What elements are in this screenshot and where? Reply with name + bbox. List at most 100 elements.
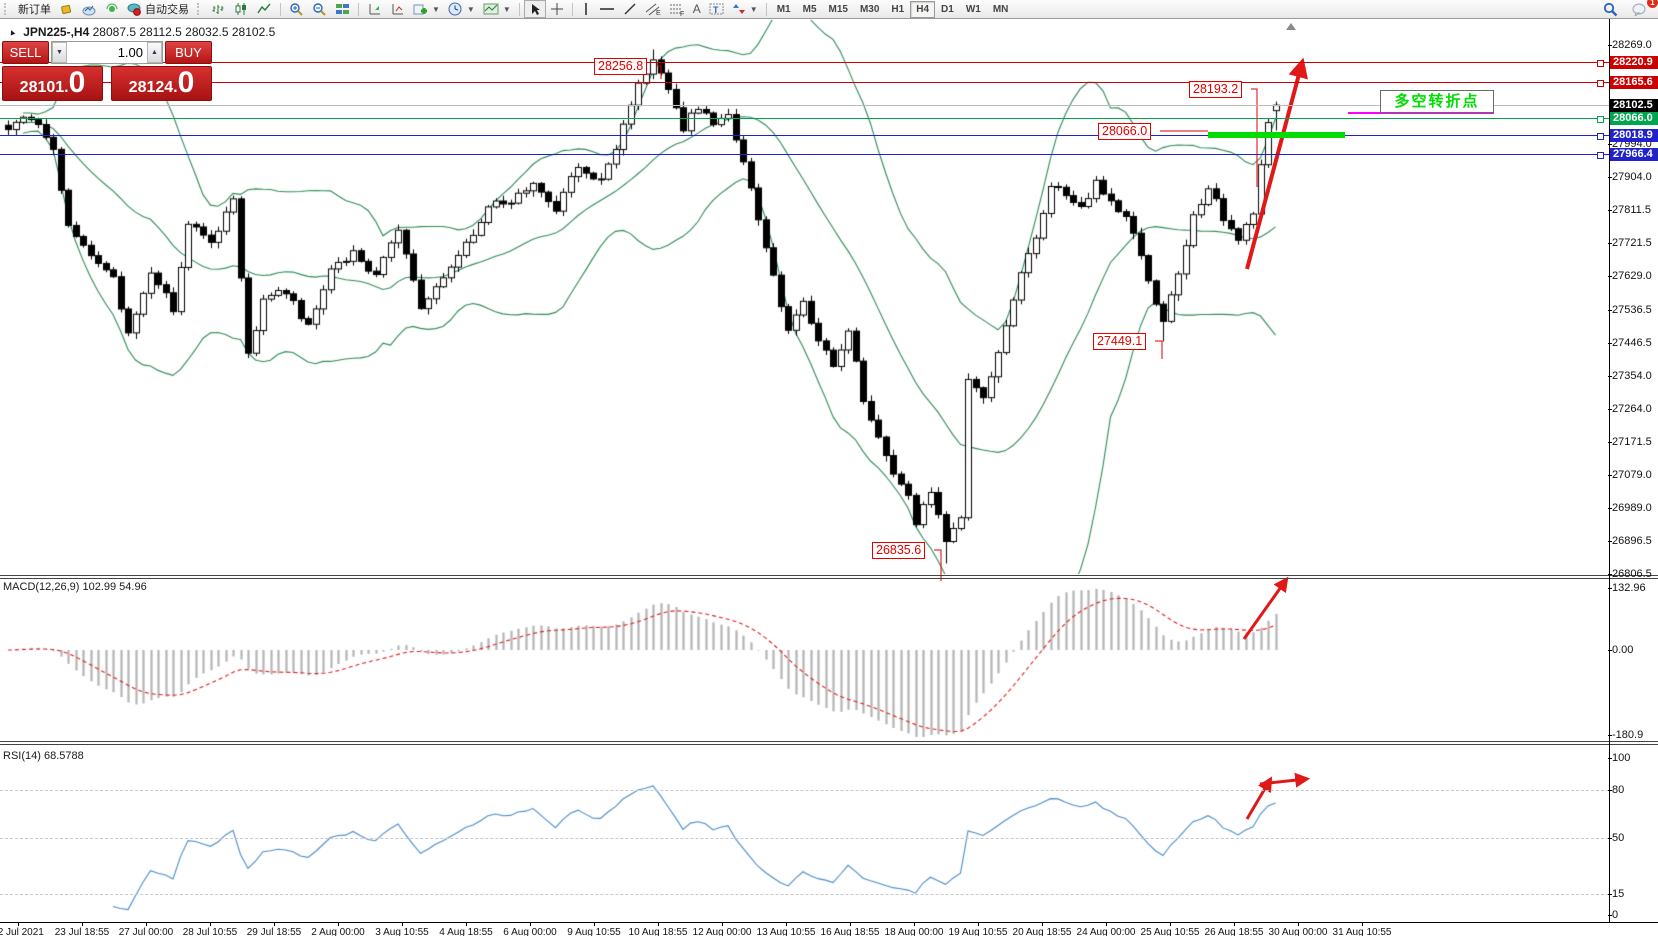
timeframe-m30[interactable]: M30 [859, 3, 880, 15]
timeframe-m1[interactable]: M1 [776, 3, 791, 15]
cursor-icon[interactable] [523, 0, 546, 18]
timeframe-h4[interactable]: H4 [910, 0, 936, 18]
notifications-icon[interactable]: 1 [1628, 0, 1658, 17]
timeframe-w1[interactable]: W1 [965, 3, 981, 15]
note-underline[interactable] [1348, 112, 1494, 114]
timeframe-d1[interactable]: D1 [941, 3, 954, 15]
timeframe-m15[interactable]: M15 [828, 3, 848, 15]
price-flag: 28220.9 [1610, 55, 1658, 69]
sell-button[interactable]: SELL [2, 41, 49, 64]
time-label: 25 Aug 10:55 [1140, 927, 1200, 936]
volume-increase-button[interactable]: ▲ [147, 42, 162, 63]
price-annotation[interactable]: 28066.0 [1098, 123, 1152, 140]
channel-icon[interactable]: E [641, 1, 665, 17]
price-hline[interactable] [0, 133, 1609, 141]
time-label: 22 Jul 2021 [0, 927, 44, 936]
time-label: 16 Aug 18:55 [820, 927, 880, 936]
vline-icon[interactable] [577, 1, 595, 17]
time-tick [722, 923, 723, 926]
market-watch-icon[interactable] [77, 1, 101, 17]
hline-handle[interactable] [1597, 80, 1604, 88]
time-tick [914, 923, 915, 926]
time-label: 19 Aug 10:55 [948, 927, 1008, 936]
svg-text:T: T [713, 5, 719, 15]
price-hline[interactable] [0, 60, 1609, 68]
trendline-icon[interactable] [619, 1, 641, 17]
template-icon[interactable]: ▼ [479, 1, 515, 17]
pane-separator[interactable] [0, 744, 1658, 745]
time-label: 4 Aug 18:55 [439, 927, 493, 936]
time-label: 29 Jul 18:55 [246, 927, 302, 936]
price-hline[interactable] [0, 105, 1609, 107]
toolbar-separator [280, 2, 281, 16]
price-hline[interactable] [0, 116, 1609, 124]
hline-handle[interactable] [1597, 60, 1604, 68]
volume-input[interactable] [67, 42, 147, 63]
buy-button[interactable]: BUY [165, 41, 212, 64]
timeframe-h1[interactable]: H1 [891, 3, 905, 15]
time-tick [210, 923, 211, 926]
timeframe-m5[interactable]: M5 [802, 3, 817, 15]
time-tick [530, 923, 531, 926]
price-flag: 28165.6 [1610, 75, 1658, 89]
line-chart-icon[interactable] [253, 1, 276, 17]
note-box[interactable]: 多空转折点 [1380, 90, 1494, 113]
autotrade-button[interactable]: 自动交易 [123, 1, 193, 17]
time-label: 23 Jul 18:55 [54, 927, 110, 936]
time-tick [338, 923, 339, 926]
time-tick [786, 923, 787, 926]
price-tick: 27721.5 [1608, 237, 1652, 249]
price-annotation[interactable]: 28193.2 [1189, 81, 1243, 98]
crosshair-icon[interactable] [546, 1, 568, 17]
new-order-button[interactable]: 新订单 [14, 1, 55, 17]
price-annotation[interactable]: 26835.6 [872, 542, 926, 559]
toolbar-separator [358, 2, 359, 16]
buy-price[interactable]: 28124. 0 [111, 66, 212, 101]
volume-decrease-button[interactable]: ▼ [52, 42, 67, 63]
toolbar-right: 1 [1599, 0, 1658, 17]
add-indicator-icon[interactable]: ▼ [409, 1, 444, 17]
price-hline[interactable] [0, 80, 1609, 88]
svg-text:F: F [680, 11, 684, 16]
price-annotation[interactable]: 28256.8 [594, 58, 648, 75]
hline-handle[interactable] [1597, 133, 1604, 141]
signals-icon[interactable] [101, 1, 123, 17]
support-trend-segment[interactable] [1208, 132, 1345, 138]
candlestick-chart-icon[interactable] [230, 1, 253, 17]
price-annotation[interactable]: 27449.1 [1093, 333, 1147, 350]
fibonacci-icon[interactable]: F [665, 1, 689, 17]
sell-price[interactable]: 28101. 0 [2, 66, 103, 101]
time-axis-line [0, 922, 1658, 923]
hline-handle[interactable] [1597, 116, 1604, 124]
toolbar-grip [197, 3, 204, 15]
indicator-list-icon[interactable] [363, 1, 386, 17]
hline-handle[interactable] [1597, 152, 1604, 160]
time-tick [18, 923, 19, 926]
time-label: 30 Aug 00:00 [1268, 927, 1328, 936]
text-icon[interactable]: A [692, 2, 701, 16]
chart-area: ▲ JPN225-,H4 28087.5 28112.5 28032.5 281… [0, 19, 1658, 936]
label-icon[interactable]: T [705, 1, 728, 17]
chart-title: ▲ JPN225-,H4 28087.5 28112.5 28032.5 281… [6, 25, 275, 39]
period-icon[interactable]: ▼ [444, 1, 479, 17]
metaeditor-icon[interactable] [55, 1, 77, 17]
search-icon[interactable] [1599, 1, 1622, 17]
price-hline[interactable] [0, 152, 1609, 160]
time-tick [1298, 923, 1299, 926]
pane-separator[interactable] [0, 578, 1658, 579]
pane-separator[interactable] [0, 741, 1658, 742]
bar-chart-icon[interactable] [207, 1, 230, 17]
chevron-down-icon: ▼ [749, 4, 758, 14]
zoom-in-icon[interactable] [285, 1, 308, 17]
time-tick [594, 923, 595, 926]
zoom-out-icon[interactable] [308, 1, 331, 17]
shapes-icon[interactable]: ▼ [728, 1, 762, 17]
chart-shift-marker[interactable] [1286, 23, 1296, 30]
pane-separator[interactable] [0, 575, 1658, 576]
price-tick: 27446.5 [1608, 337, 1652, 349]
hline-icon[interactable] [595, 1, 619, 17]
chart-canvas[interactable] [0, 19, 1658, 936]
data-window-icon[interactable] [386, 1, 409, 17]
tile-windows-icon[interactable] [331, 1, 354, 17]
timeframe-mn[interactable]: MN [992, 3, 1009, 15]
